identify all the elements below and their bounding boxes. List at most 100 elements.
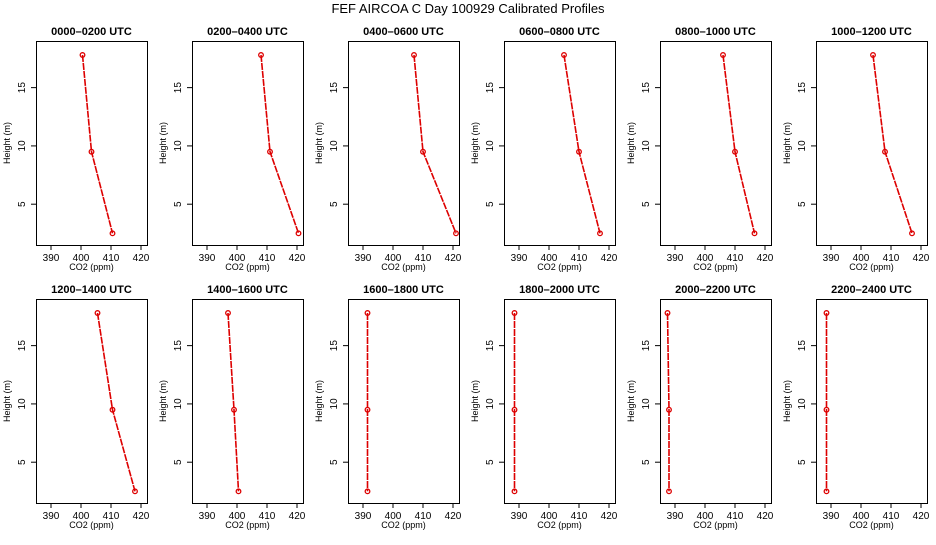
y-tick-label: 5	[329, 201, 340, 207]
y-tick-label: 5	[485, 201, 496, 207]
x-tick-label: 390	[199, 253, 216, 264]
y-tick-label: 5	[797, 459, 808, 465]
data-point	[420, 148, 426, 155]
y-tick-label: 5	[17, 459, 28, 465]
x-axis-label: CO2 (ppm)	[381, 520, 426, 530]
x-tick-label: 410	[415, 511, 432, 522]
panel-1: 0000–0200 UTC 390 400 410 420 5 10 15 CO2 (ppm) H…	[2, 26, 150, 272]
panel-title: 2000–2200 UTC	[675, 284, 756, 296]
y-tick-label: 10	[485, 398, 496, 410]
y-tick-label: 10	[329, 398, 340, 410]
x-tick-label: 410	[727, 511, 744, 522]
x-tick-label: 420	[601, 511, 618, 522]
y-tick-label: 5	[329, 459, 340, 465]
y-tick-label: 15	[173, 340, 184, 352]
y-axis-label: Height (m)	[626, 380, 636, 422]
data-point	[751, 230, 758, 237]
y-tick-label: 15	[17, 340, 28, 352]
data-point	[511, 406, 518, 413]
panel-9: 1600–1800 UTC 390 400 410 420 5 10 15 CO2 (ppm) H…	[314, 284, 462, 530]
panel-title: 1600–1800 UTC	[363, 284, 444, 296]
data-point	[597, 230, 603, 237]
y-tick-label: 10	[329, 140, 340, 152]
data-point	[666, 488, 672, 495]
profile-line	[666, 312, 670, 492]
plot-frame	[660, 41, 772, 246]
y-axis-label: Height (m)	[782, 380, 792, 422]
data-point	[225, 310, 231, 316]
data-point	[109, 406, 116, 413]
data-point	[870, 52, 876, 58]
y-tick-label: 5	[641, 201, 652, 207]
y-tick-label: 10	[173, 398, 184, 410]
data-point	[823, 488, 830, 495]
panel-11: 2000–2200 UTC 390 400 410 420 5 10 15 CO2 (ppm) H…	[626, 284, 774, 530]
data-point	[909, 230, 915, 237]
y-tick-label: 5	[641, 459, 652, 465]
data-point	[511, 310, 518, 316]
panel-title: 0800–1000 UTC	[675, 26, 756, 38]
panel-title: 2200–2400 UTC	[831, 284, 912, 296]
x-tick-label: 390	[355, 511, 372, 522]
x-tick-label: 410	[883, 511, 900, 522]
y-axis-label: Height (m)	[158, 122, 168, 164]
panel-4: 0600–0800 UTC 390 400 410 420 5 10 15 CO2 (ppm) H…	[470, 26, 618, 272]
plot-frame	[348, 41, 460, 246]
x-axis-label: CO2 (ppm)	[225, 520, 270, 530]
panel-8: 1400–1600 UTC 390 400 410 420 5 10 15 CO2 (ppm) H…	[158, 284, 306, 530]
y-tick-label: 15	[641, 82, 652, 94]
y-tick-label: 10	[641, 398, 652, 410]
profile-line	[872, 54, 913, 234]
y-tick-label: 5	[797, 201, 808, 207]
x-tick-label: 400	[385, 253, 402, 264]
y-axis-label: Height (m)	[470, 122, 480, 164]
y-tick-label: 15	[329, 340, 340, 352]
data-point	[732, 148, 738, 155]
x-axis-label: CO2 (ppm)	[69, 262, 114, 272]
data-point	[720, 52, 726, 58]
y-tick-label: 10	[173, 140, 184, 152]
y-axis-label: Height (m)	[314, 380, 324, 422]
panel-title: 1400–1600 UTC	[207, 284, 288, 296]
y-axis-label: Height (m)	[626, 122, 636, 164]
x-tick-label: 420	[133, 253, 150, 264]
plot-frame	[504, 299, 616, 504]
panel-title: 0200–0400 UTC	[207, 26, 288, 38]
y-axis-label: Height (m)	[2, 380, 12, 422]
x-tick-label: 390	[823, 511, 840, 522]
x-tick-label: 410	[103, 511, 120, 522]
y-tick-label: 5	[173, 459, 184, 465]
data-point	[88, 148, 95, 155]
x-tick-label: 410	[415, 253, 432, 264]
x-axis-label: CO2 (ppm)	[225, 262, 270, 272]
panel-title: 0400–0600 UTC	[363, 26, 444, 38]
data-point	[823, 406, 830, 413]
x-tick-label: 420	[757, 253, 774, 264]
x-tick-label: 400	[853, 511, 870, 522]
data-point	[561, 52, 567, 58]
x-tick-label: 420	[289, 511, 306, 522]
panel-12: 2200–2400 UTC 390 400 410 420 5 10 15 CO2 (ppm) H…	[782, 284, 930, 530]
panel-10: 1800–2000 UTC 390 400 410 420 5 10 15 CO2 (ppm) H…	[470, 284, 618, 530]
x-tick-label: 410	[727, 253, 744, 264]
data-point	[364, 488, 371, 495]
x-tick-label: 420	[445, 511, 462, 522]
x-tick-label: 420	[133, 511, 150, 522]
y-axis-label: Height (m)	[2, 122, 12, 164]
plot-frame	[192, 41, 304, 246]
y-tick-label: 15	[173, 82, 184, 94]
panel-7: 1200–1400 UTC 390 400 410 420 5 10 15 CO2 (ppm) H…	[2, 284, 150, 530]
y-tick-label: 5	[173, 201, 184, 207]
y-axis-label: Height (m)	[158, 380, 168, 422]
panel-2: 0200–0400 UTC 390 400 410 420 5 10 15 CO2 (ppm) H…	[158, 26, 306, 272]
data-point	[132, 488, 138, 495]
data-point	[79, 52, 86, 58]
panel-3: 0400–0600 UTC 390 400 410 420 5 10 15 CO2 (ppm) H…	[314, 26, 462, 272]
panel-title: 1200–1400 UTC	[51, 284, 132, 296]
panel-title: 0000–0200 UTC	[51, 26, 132, 38]
panel-title: 1000–1200 UTC	[831, 26, 912, 38]
profile-line	[260, 54, 300, 234]
x-tick-label: 390	[511, 511, 528, 522]
x-tick-label: 420	[913, 511, 930, 522]
